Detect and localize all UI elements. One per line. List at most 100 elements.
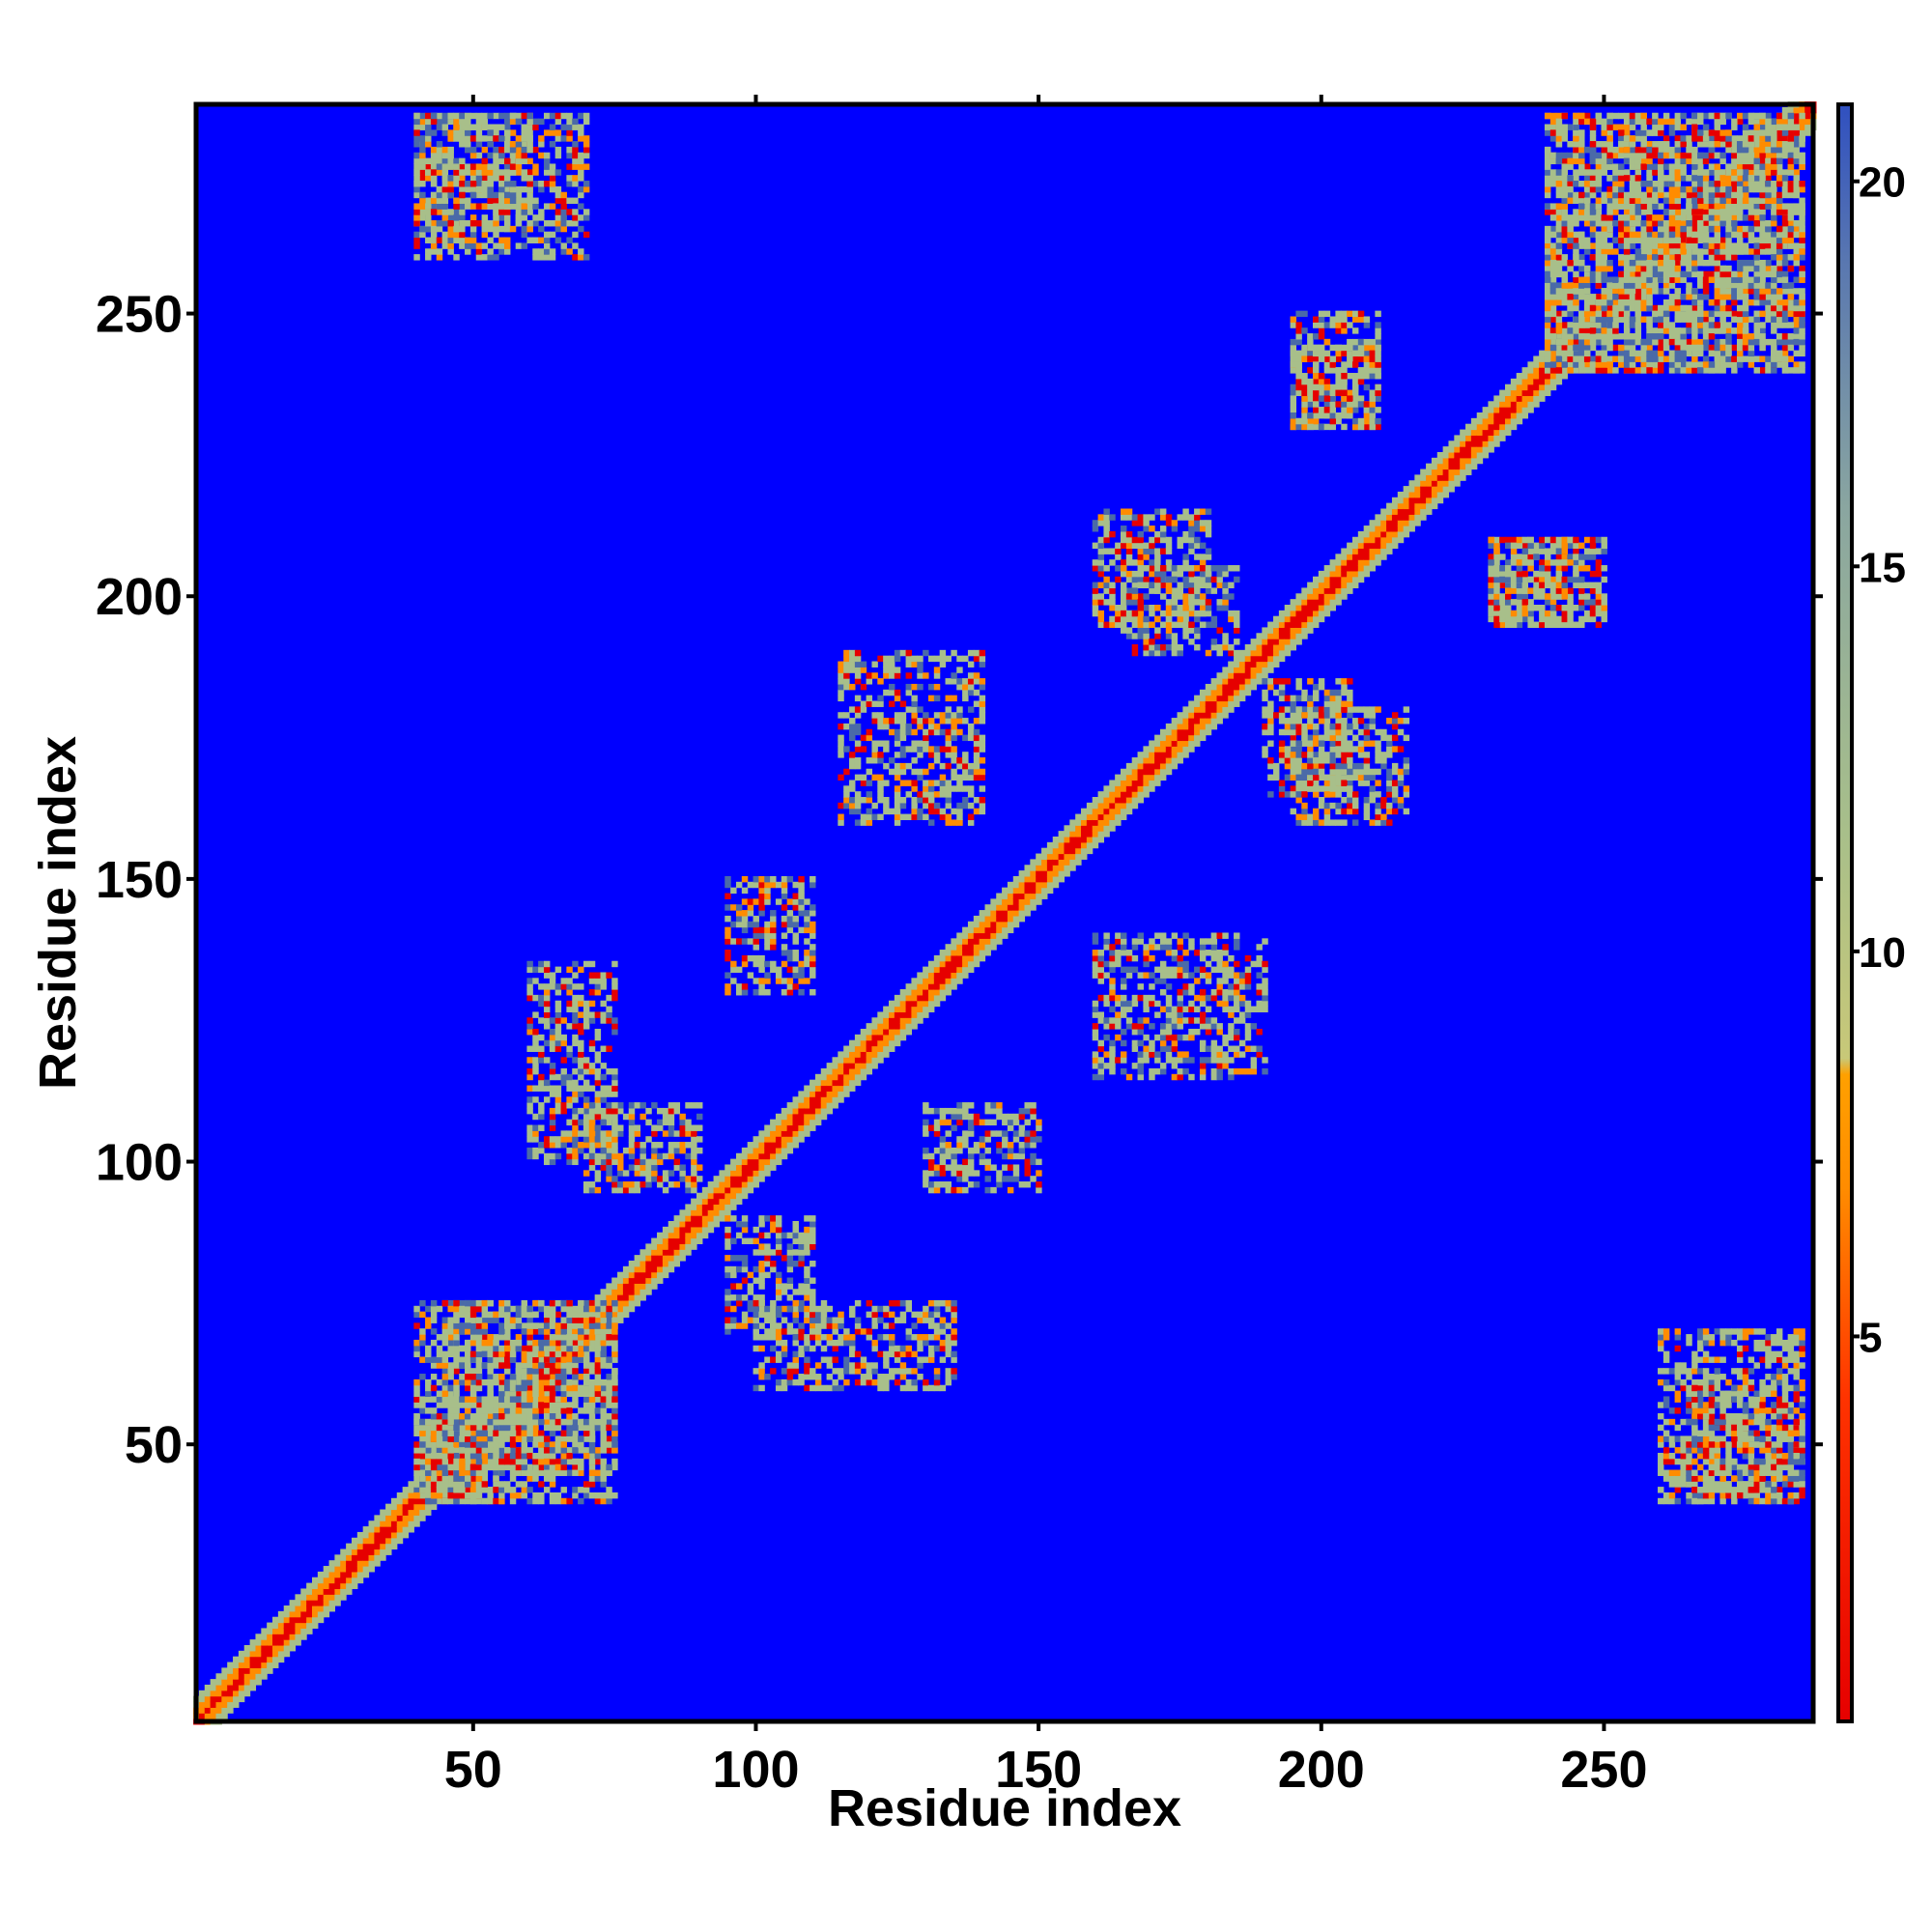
- heatmap-cell: [515, 1368, 523, 1375]
- heatmap-cell: [1284, 649, 1292, 657]
- heatmap-cell: [883, 1362, 890, 1369]
- heatmap-cell: [673, 1102, 681, 1109]
- heatmap-cell: [724, 1181, 731, 1188]
- heatmap-cell: [617, 1289, 624, 1295]
- heatmap-cell: [730, 1215, 737, 1222]
- heatmap-cell: [578, 1328, 584, 1335]
- heatmap-cell: [651, 1102, 658, 1109]
- heatmap-cell: [1347, 542, 1353, 550]
- heatmap-cell: [611, 1402, 618, 1408]
- heatmap-cell: [927, 1311, 935, 1319]
- heatmap-cell: [1335, 559, 1342, 566]
- heatmap-cell: [459, 1374, 466, 1380]
- heatmap-cell: [549, 1063, 556, 1069]
- heatmap-cell: [1662, 231, 1670, 239]
- heatmap-cell: [606, 1396, 612, 1403]
- heatmap-cell: [594, 1350, 602, 1358]
- heatmap-cell: [639, 1158, 646, 1166]
- heatmap-cell: [362, 1531, 370, 1539]
- heatmap-cell: [481, 1299, 489, 1307]
- heatmap-cell: [459, 1311, 466, 1319]
- heatmap-cell: [1256, 649, 1263, 657]
- heatmap-cell: [798, 1289, 805, 1295]
- heatmap-cell: [719, 1198, 725, 1206]
- heatmap-cell: [606, 1147, 612, 1154]
- heatmap-cell: [996, 926, 1003, 934]
- heatmap-cell: [498, 1305, 505, 1313]
- heatmap-cell: [1442, 457, 1450, 465]
- heatmap-cell: [447, 1350, 454, 1358]
- heatmap-cell: [543, 1447, 551, 1454]
- heatmap-cell: [781, 1147, 788, 1154]
- heatmap-cell: [1606, 288, 1613, 295]
- heatmap-cell: [334, 1588, 341, 1595]
- heatmap-cell: [645, 1164, 652, 1171]
- heatmap-cell: [554, 1368, 562, 1375]
- heatmap-cell: [838, 1067, 844, 1075]
- heatmap-cell: [283, 1616, 291, 1624]
- heatmap-cell: [775, 1249, 782, 1256]
- heatmap-cell: [560, 1487, 567, 1493]
- heatmap-cell: [628, 1277, 636, 1284]
- heatmap-cell: [1634, 259, 1642, 267]
- heatmap-cell: [804, 1119, 810, 1126]
- heatmap-cell: [498, 1374, 505, 1380]
- heatmap-cell: [634, 1181, 641, 1188]
- heatmap-cell: [1408, 480, 1415, 487]
- heatmap-cell: [1075, 819, 1082, 826]
- heatmap-cell: [582, 1000, 590, 1008]
- heatmap-cell: [933, 966, 941, 974]
- heatmap-cell: [792, 1124, 799, 1131]
- heatmap-cell: [1295, 605, 1302, 611]
- heatmap-cell: [696, 1232, 703, 1239]
- heatmap-cell: [430, 1492, 438, 1499]
- heatmap-cell: [515, 1317, 523, 1323]
- heatmap-cell: [447, 1441, 454, 1448]
- heatmap-cell: [306, 1610, 313, 1618]
- heatmap-cell: [1476, 423, 1484, 431]
- heatmap-cell: [340, 1577, 347, 1584]
- heatmap-cell: [651, 1271, 658, 1279]
- heatmap-cell: [758, 1243, 765, 1250]
- heatmap-cell: [1505, 389, 1512, 397]
- heatmap-cell: [566, 1430, 573, 1436]
- heatmap-cell: [786, 1305, 794, 1313]
- heatmap-cell: [1442, 463, 1450, 470]
- heatmap-cell: [572, 1441, 579, 1448]
- heatmap-cell: [685, 1243, 692, 1250]
- heatmap-cell: [951, 960, 957, 968]
- heatmap-cell: [578, 1028, 584, 1036]
- heatmap-cell: [1363, 542, 1371, 550]
- heatmap-cell: [786, 1232, 794, 1239]
- heatmap-cell: [430, 1447, 438, 1454]
- heatmap-cell: [469, 1435, 477, 1442]
- heatmap-cell: [543, 960, 551, 968]
- heatmap-cell: [606, 1356, 612, 1363]
- heatmap-cell: [1159, 757, 1167, 764]
- heatmap-cell: [1702, 209, 1710, 215]
- heatmap-cell: [905, 1345, 913, 1352]
- heatmap-cell: [810, 1305, 816, 1313]
- heatmap-cell: [560, 1447, 567, 1454]
- heatmap-cell: [849, 1073, 856, 1081]
- heatmap-cell: [578, 1384, 584, 1392]
- heatmap-cell: [532, 1113, 539, 1121]
- heatmap-cell: [487, 1362, 494, 1369]
- heatmap-cell: [611, 1430, 618, 1436]
- heatmap-cell: [820, 1299, 828, 1307]
- heatmap-cell: [1335, 582, 1342, 589]
- heatmap-cell: [600, 1418, 607, 1426]
- heatmap-cell: [639, 1152, 646, 1160]
- heatmap-cell: [475, 1345, 483, 1352]
- heatmap-cell: [549, 1497, 556, 1505]
- heatmap-cell: [543, 1305, 551, 1313]
- heatmap-cell: [810, 1334, 816, 1341]
- heatmap-cell: [413, 1390, 420, 1398]
- heatmap-cell: [283, 1610, 291, 1618]
- heatmap-cell: [1505, 423, 1512, 431]
- heatmap-cell: [1347, 548, 1353, 554]
- heatmap-cell: [617, 1311, 624, 1319]
- heatmap-cell: [425, 1345, 432, 1352]
- heatmap-cell: [509, 1322, 517, 1329]
- heatmap-cell: [430, 1469, 438, 1476]
